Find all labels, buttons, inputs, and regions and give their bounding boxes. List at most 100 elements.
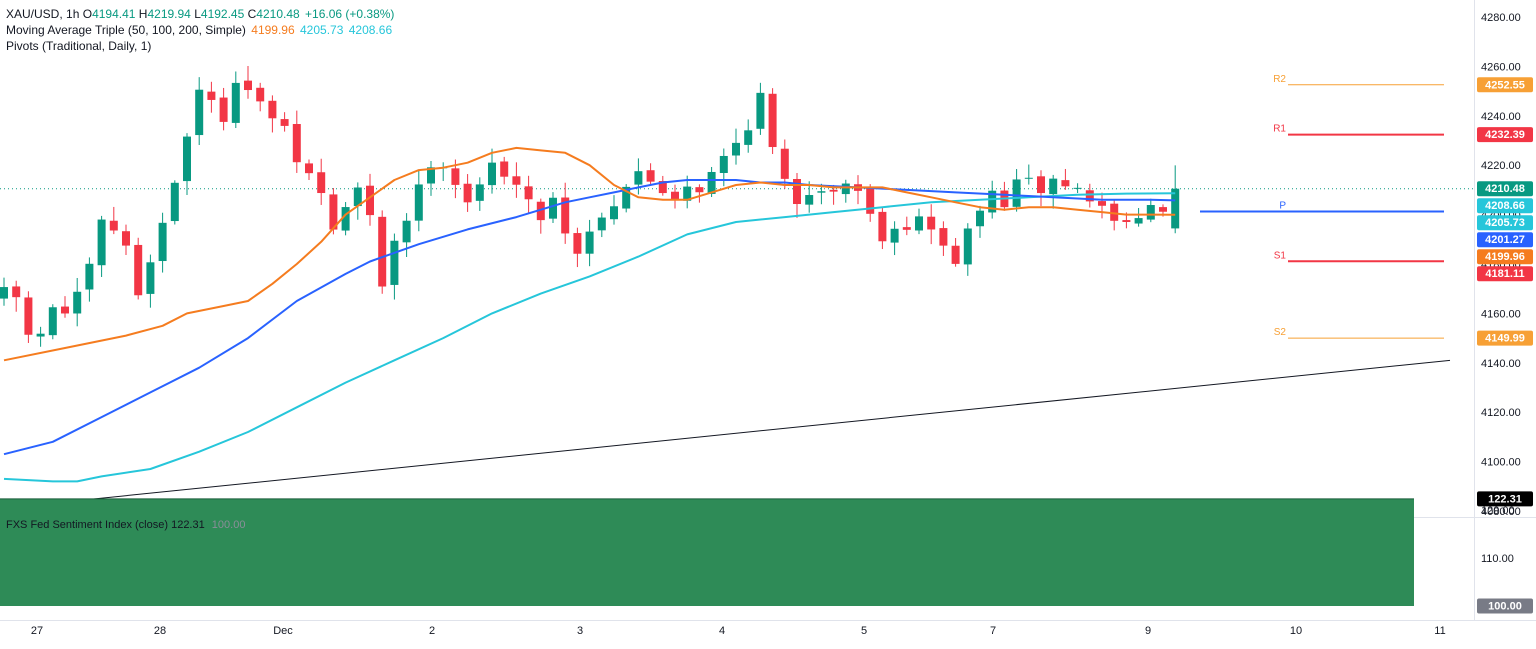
price-axis-label-bg — [1477, 198, 1533, 214]
change-value: +16.06 (+0.38%) — [305, 7, 395, 21]
price-axis-label-bg — [1477, 127, 1533, 143]
pivots-indicator-label[interactable]: Pivots (Traditional, Daily, 1) — [6, 39, 152, 53]
sentiment-axis-label: 122.31 — [1477, 491, 1533, 507]
price-axis-label-bg — [1477, 249, 1533, 265]
candle-body — [73, 291, 82, 314]
candle-body — [597, 217, 606, 231]
candle-body — [231, 82, 240, 123]
sentiment-ref-value: 100.00 — [211, 519, 246, 531]
candle-body — [1159, 207, 1167, 212]
sentiment-axis-label: 100.00 — [1477, 598, 1533, 614]
price-axis-label-text: 4149.99 — [1485, 333, 1525, 345]
candle-body — [915, 216, 923, 231]
candle-body — [719, 155, 728, 174]
candle-body — [780, 148, 789, 179]
candle-body — [585, 231, 594, 254]
candle-body — [97, 219, 106, 266]
candle-body — [1012, 179, 1021, 207]
candle-body — [1085, 190, 1094, 202]
price-tick-label: 4240.00 — [1481, 111, 1521, 123]
candle-body — [146, 262, 155, 294]
symbol-label[interactable]: XAU/USD — [6, 7, 60, 21]
candle-body — [683, 186, 692, 201]
candle-body — [1134, 218, 1143, 224]
candle-body — [1122, 220, 1131, 222]
price-tick-label: 4120.00 — [1481, 407, 1521, 419]
price-axis-label: 4232.39 — [1477, 127, 1533, 143]
candle-body — [610, 206, 618, 220]
sentiment-label[interactable]: FXS Fed Sentiment Index (close) — [6, 519, 169, 531]
pivot-label-s2: S2 — [1274, 327, 1287, 338]
price-axis-label-text: 4208.66 — [1485, 200, 1525, 212]
candle-body — [866, 188, 875, 214]
candle-body — [1037, 176, 1045, 194]
interval-label: 1h — [66, 7, 80, 21]
ma-indicator-label[interactable]: Moving Average Triple (50, 100, 200, Sim… — [6, 23, 246, 37]
candle-body — [622, 186, 631, 209]
pivot-label-r1: R1 — [1273, 124, 1286, 135]
candle-body — [1049, 178, 1058, 195]
candle-body — [951, 245, 960, 264]
time-tick-label: 9 — [1145, 625, 1151, 637]
open-label: O — [82, 7, 93, 21]
close-value: 4210.48 — [256, 7, 300, 21]
ma100-line — [3, 179, 1176, 456]
candle-body — [536, 201, 545, 221]
candle-body — [256, 87, 265, 102]
candle-body — [634, 171, 643, 185]
candle-body — [24, 297, 33, 335]
ma50-line — [3, 146, 1176, 362]
candle-body — [402, 220, 411, 243]
candle-body — [1024, 177, 1033, 179]
candle-body — [817, 191, 826, 193]
time-tick-label: 7 — [990, 625, 996, 637]
price-axis-label: 4181.11 — [1477, 266, 1533, 282]
candle-body — [1110, 203, 1119, 221]
candle-body — [549, 197, 557, 219]
candle-body — [671, 191, 679, 200]
sentiment-value: 122.31 — [171, 519, 205, 531]
price-axis-label-bg — [1477, 266, 1533, 282]
candle-body — [463, 183, 472, 203]
candle-body — [878, 211, 887, 242]
candle-body — [646, 170, 655, 182]
candle-body — [183, 136, 191, 182]
price-axis-label: 4199.96 — [1477, 249, 1533, 265]
candle-body — [280, 119, 289, 126]
candle-body — [902, 227, 911, 230]
price-axis-label-bg — [1477, 330, 1533, 346]
candle-body — [695, 187, 704, 193]
candle-body — [988, 190, 997, 213]
ma-legend-line: Moving Average Triple (50, 100, 200, Sim… — [6, 22, 394, 38]
candle-body — [1098, 201, 1106, 206]
candle-body — [793, 179, 801, 205]
candle-body — [768, 93, 777, 148]
candle-body — [451, 168, 460, 185]
price-axis-label-text: 4232.39 — [1485, 129, 1525, 141]
price-axis-label-text: 4205.73 — [1485, 217, 1525, 229]
candle-body — [976, 210, 984, 227]
candle-body — [939, 228, 948, 246]
sentiment-axis-label-bg — [1477, 491, 1533, 507]
ma200-line — [3, 192, 1176, 483]
candle-body — [36, 333, 45, 337]
candle-body — [890, 228, 899, 243]
price-axis-label-bg — [1477, 77, 1533, 93]
candles-group — [0, 65, 1180, 347]
sentiment-tick-label: 110.00 — [1481, 553, 1514, 565]
candle-body — [744, 130, 753, 145]
candle-body — [268, 100, 277, 119]
time-tick-label: Dec — [273, 625, 293, 637]
candle-body — [0, 287, 8, 299]
candle-body — [244, 80, 252, 91]
time-tick-label: 4 — [719, 625, 725, 637]
price-axis-label-text: 4181.11 — [1485, 268, 1524, 280]
candle-body — [732, 142, 740, 156]
candle-body — [756, 92, 765, 129]
price-tick-label: 4220.00 — [1481, 160, 1521, 172]
price-axis-label-text: 4252.55 — [1485, 79, 1525, 91]
pivot-label-r2: R2 — [1273, 74, 1286, 85]
pivots-legend-line: Pivots (Traditional, Daily, 1) — [6, 38, 394, 54]
